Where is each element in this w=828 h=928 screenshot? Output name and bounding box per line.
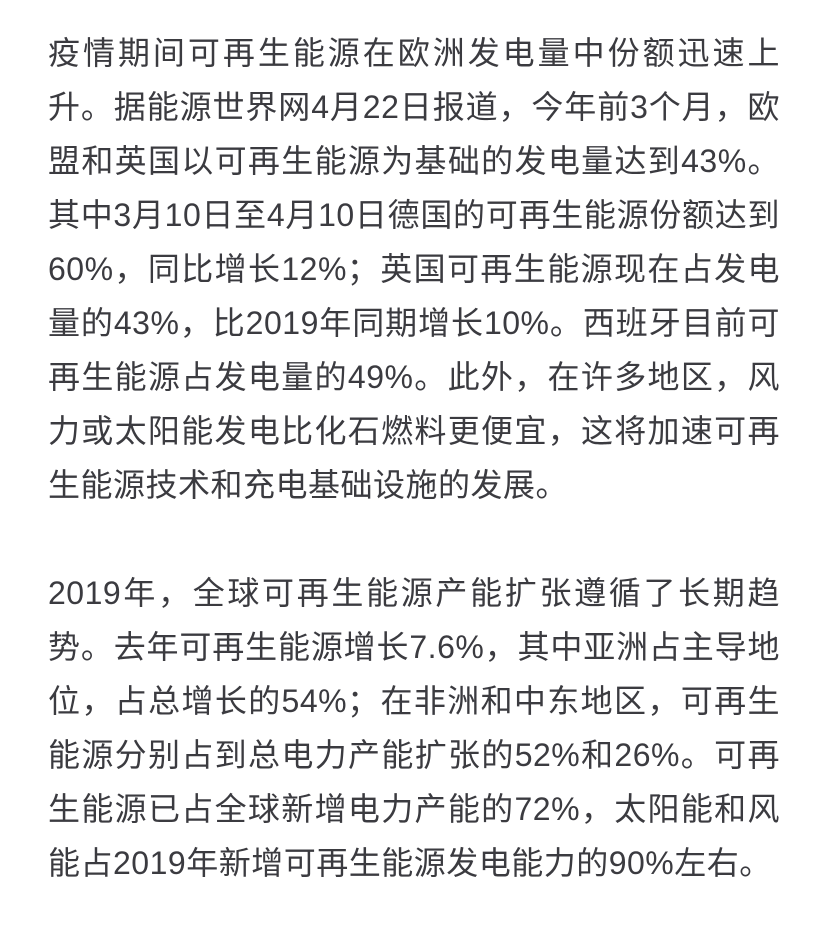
paragraph-pandemic-renewables: 疫情期间可再生能源在欧洲发电量中份额迅速上升。据能源世界网4月22日报道，今年前… [48, 35, 780, 503]
article-body: 疫情期间可再生能源在欧洲发电量中份额迅速上升。据能源世界网4月22日报道，今年前… [48, 35, 780, 881]
paragraph-2019-capacity-expansion: 2019年，全球可再生能源产能扩张遵循了长期趋势。去年可再生能源增长7.6%，其… [48, 575, 780, 881]
